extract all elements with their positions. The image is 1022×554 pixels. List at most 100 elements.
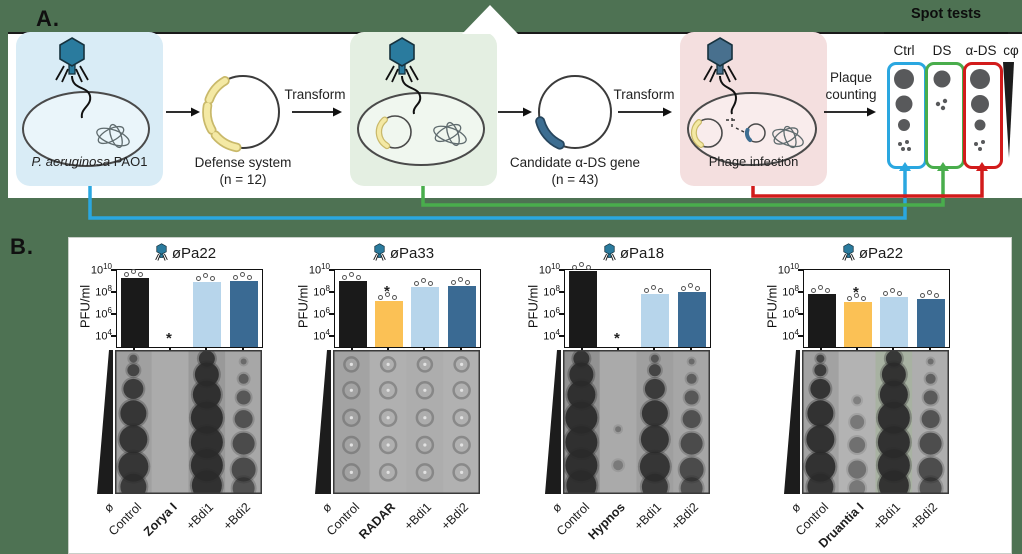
y-tick-label: 106 <box>782 306 799 321</box>
bar-data-point <box>644 288 649 294</box>
spot-col-label-ctrl: Ctrl <box>893 43 915 58</box>
spot-column-ds <box>925 62 965 169</box>
transform-arrow <box>292 107 342 117</box>
bar-data-point <box>897 291 902 296</box>
phage-infecting-cell-illustration <box>22 37 150 167</box>
x-axis-label: ø <box>319 500 335 516</box>
spot-assay-gel-image <box>563 350 710 494</box>
transform-arrow <box>618 107 672 117</box>
x-axis-label: +Bdi1 <box>183 500 216 533</box>
ds-cell-box <box>350 32 497 186</box>
phage-icon <box>842 243 855 261</box>
bar-data-point <box>385 292 390 298</box>
bar-data-point <box>378 295 383 301</box>
bar-RADAR <box>375 301 403 347</box>
chromosome-squiggle <box>96 123 130 149</box>
dilution-gradient-wedge <box>315 350 331 494</box>
spot-tests-title: Spot tests <box>910 6 982 22</box>
bar-data-point <box>651 285 656 291</box>
phage-icon <box>385 37 419 83</box>
bar-+Bdi2 <box>678 292 706 347</box>
plaque-counting-label: Plaque counting <box>825 70 877 102</box>
plaque-spots <box>894 69 914 151</box>
phage-icon <box>603 243 616 261</box>
y-tick-label: 108 <box>543 284 560 299</box>
phage-icon <box>55 37 89 83</box>
y-tick-mark <box>798 313 803 315</box>
bar-data-point <box>681 286 686 291</box>
panel-a-label: A. <box>36 6 60 31</box>
spot-tests-underline <box>884 32 1008 34</box>
panel-b-background: øPa22 PFU/ml 1010 108 106 104 * ø Control Zorya I… <box>68 237 1012 554</box>
defense-gene-segment <box>375 116 391 150</box>
bar-data-point <box>233 274 238 280</box>
x-axis-label: Zorya I <box>141 500 180 539</box>
bar-data-point <box>247 274 252 280</box>
spot-col-label-ds: DS <box>932 43 952 58</box>
bar-data-point <box>451 280 456 286</box>
bar-data-point <box>392 295 397 301</box>
host-cell-box: P. aeruginosa PAO1 <box>16 32 163 186</box>
bar-+Bdi1 <box>411 286 439 347</box>
chart-group: øPa18 PFU/ml 1010 108 106 104 * ø Control Hypnos +… <box>517 238 735 554</box>
spot-assay-gel-image <box>115 350 262 494</box>
step-arrow <box>166 107 200 117</box>
defense-plasmid-icon <box>202 75 280 153</box>
y-tick-label: 108 <box>313 284 330 299</box>
phage-infecting-ds-cell-illustration <box>357 37 485 166</box>
bar-data-point <box>920 292 925 298</box>
y-tick-mark <box>798 269 803 271</box>
spot-column-ctrl <box>887 62 927 169</box>
bar-data-point <box>414 280 419 286</box>
y-tick-label: 1010 <box>308 262 330 277</box>
x-axis-label: +Bdi2 <box>668 500 701 533</box>
phage-infection-box: Phage infection <box>680 32 827 186</box>
bar-data-point <box>196 275 201 281</box>
phage-infection-label: Phage infection <box>708 154 799 169</box>
bar-data-point <box>847 296 852 302</box>
bar-data-point <box>883 291 888 296</box>
y-tick-mark <box>329 269 334 271</box>
spot-column-ads <box>963 62 1003 169</box>
x-axis-label: +Bdi1 <box>870 500 903 533</box>
bar-data-point <box>811 287 816 293</box>
bar-data-point <box>124 271 129 277</box>
bar-+Bdi1 <box>193 281 221 347</box>
chromosome-squiggle <box>772 125 804 149</box>
chart-group: øPa22 PFU/ml 1010 108 106 104 * ø Control Druanti… <box>756 238 974 554</box>
y-tick-mark <box>111 291 116 293</box>
bar-data-point <box>240 271 245 277</box>
dilution-gradient-wedge <box>97 350 113 494</box>
y-tick-label: 104 <box>543 328 560 343</box>
candidate-plasmid-icon <box>535 75 612 150</box>
x-axis-label: +Bdi1 <box>401 500 434 533</box>
bar-data-point <box>342 275 347 280</box>
plaque-spots <box>970 69 990 151</box>
candidate-gene-segment <box>744 128 752 142</box>
candidate-plasmid-label: Candidate α-DS gene <box>509 155 641 170</box>
phage-dna-strand <box>71 75 92 119</box>
phage-icon <box>703 37 737 83</box>
transform-label: Transform <box>613 87 675 102</box>
defense-plasmid-count: (n = 12) <box>219 172 267 187</box>
bar-data-point <box>934 292 939 298</box>
y-tick-label: 106 <box>313 306 330 321</box>
bacterial-cell <box>687 92 817 166</box>
candidate-gene-segment <box>535 116 565 150</box>
x-axis-label: Hypnos <box>585 500 628 543</box>
y-tick-mark <box>111 313 116 315</box>
x-axis-label: ø <box>549 500 565 516</box>
x-axis-label: ø <box>101 500 117 516</box>
chart-group: øPa33 PFU/ml 1010 108 106 104 * ø Control RADAR +B… <box>287 238 505 554</box>
phage-interference-dashes <box>726 118 747 134</box>
y-tick-label: 104 <box>313 328 330 343</box>
phage-dna-strand <box>719 75 738 115</box>
phage-name: øPa18 <box>619 245 665 262</box>
plot-area <box>564 269 711 348</box>
chart-title: øPa22 <box>796 243 948 262</box>
candidate-plasmid-count: (n = 43) <box>551 172 599 187</box>
bar-data-point <box>825 287 830 293</box>
bar-data-point <box>586 265 591 271</box>
bar-Control <box>339 281 367 347</box>
x-axis-label: +Bdi2 <box>220 500 253 533</box>
